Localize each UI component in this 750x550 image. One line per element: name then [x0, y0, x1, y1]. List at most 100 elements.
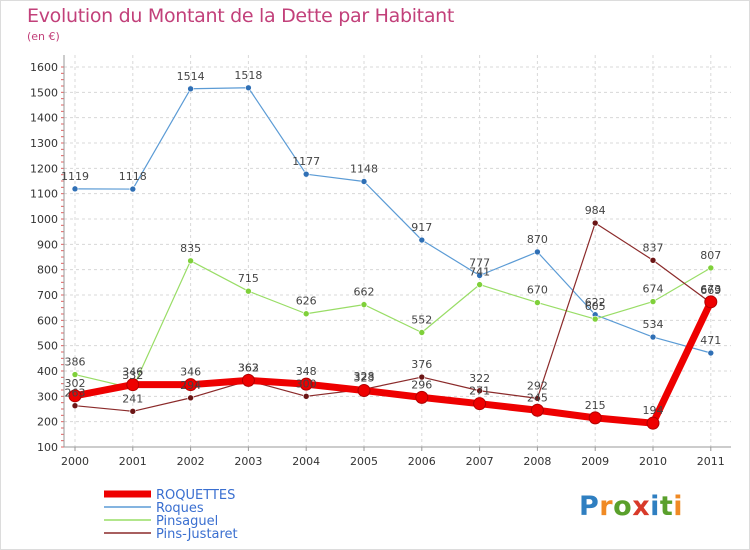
y-tick-label: 200 [37, 416, 58, 429]
data-point-pinsaguel [534, 299, 541, 306]
proxiti-logo: Proxiti [579, 491, 683, 522]
data-label-roques: 870 [527, 233, 548, 246]
data-point-roquettes [357, 384, 371, 398]
data-label-pins-justaret: 294 [180, 379, 201, 392]
x-tick-label: 2003 [234, 455, 262, 468]
logo-letter: i [650, 491, 660, 522]
data-point-pinsaguel [707, 264, 715, 272]
data-point-roques [707, 349, 715, 357]
data-label-pinsaguel: 741 [469, 266, 490, 279]
data-label-roquettes: 271 [469, 385, 490, 398]
x-tick-label: 2006 [408, 455, 436, 468]
data-label-roquettes: 194 [643, 404, 664, 417]
data-point-pins-justaret [187, 394, 194, 402]
data-point-roquettes [588, 411, 602, 425]
data-point-roques [245, 84, 252, 92]
data-label-pins-justaret: 241 [122, 392, 143, 405]
legend-label-pinsaguel: Pinsaguel [156, 514, 218, 529]
logo-letter: x [632, 491, 651, 522]
data-point-roquettes [126, 378, 140, 392]
data-point-pins-justaret [649, 256, 657, 264]
data-point-pins-justaret [71, 402, 79, 410]
y-tick-label: 1300 [30, 137, 58, 150]
data-point-pinsaguel [71, 371, 79, 378]
data-label-roquettes: 346 [122, 366, 143, 379]
series-line-pinsaguel [74, 260, 712, 389]
data-label-roques: 1148 [350, 163, 378, 176]
data-label-roques: 471 [700, 334, 721, 347]
data-label-roques: 622 [585, 296, 606, 309]
y-tick-label: 1100 [30, 188, 58, 201]
data-point-roquettes [415, 390, 429, 404]
data-point-roquettes [530, 403, 544, 417]
data-label-roquettes: 346 [180, 366, 201, 379]
data-point-pinsaguel [649, 298, 657, 305]
data-label-pinsaguel: 715 [238, 272, 259, 285]
y-tick-label: 400 [37, 365, 58, 378]
y-tick-label: 900 [37, 238, 58, 251]
data-label-pinsaguel: 626 [296, 295, 317, 308]
data-label-pins-justaret: 263 [65, 387, 86, 400]
data-label-pins-justaret: 376 [411, 358, 432, 371]
y-tick-label: 600 [37, 314, 58, 327]
y-tick-label: 1200 [30, 162, 58, 175]
data-point-roquettes [646, 416, 660, 430]
data-point-pins-justaret [129, 407, 137, 415]
data-label-pinsaguel: 674 [643, 283, 664, 296]
x-tick-label: 2007 [466, 455, 494, 468]
data-label-pins-justaret: 984 [585, 204, 606, 217]
y-tick-label: 1400 [30, 112, 58, 125]
data-point-pins-justaret [418, 373, 426, 381]
x-tick-label: 2008 [523, 455, 551, 468]
data-label-roquettes: 215 [585, 399, 606, 412]
data-label-roquettes: 245 [527, 391, 548, 404]
data-label-pinsaguel: 332 [122, 369, 143, 382]
data-label-roques: 534 [643, 318, 664, 331]
data-point-roques [129, 185, 137, 193]
data-point-roquettes [241, 373, 255, 387]
data-point-roques [534, 248, 541, 256]
data-label-pinsaguel: 807 [700, 249, 721, 262]
logo-letter: t [659, 491, 674, 522]
data-point-roquettes [184, 378, 198, 392]
data-point-pinsaguel [418, 329, 426, 336]
y-tick-label: 1600 [30, 61, 58, 74]
data-point-pins-justaret [534, 395, 541, 402]
chart-subtitle: (en €) [27, 30, 60, 43]
logo-letter: r [599, 491, 614, 522]
x-tick-label: 2000 [61, 455, 89, 468]
data-label-pins-justaret: 837 [643, 241, 664, 254]
x-tick-label: 2004 [292, 455, 320, 468]
data-label-pinsaguel: 386 [65, 356, 86, 369]
data-label-roquettes: 673 [700, 283, 721, 296]
data-point-roques [649, 333, 657, 341]
data-label-pinsaguel: 835 [180, 242, 201, 255]
data-label-pins-justaret: 362 [238, 362, 259, 375]
data-point-pins-justaret [476, 387, 483, 395]
data-label-roquettes: 323 [354, 372, 375, 385]
data-point-roques [302, 170, 310, 178]
y-tick-label: 800 [37, 264, 58, 277]
data-point-roquettes [704, 295, 718, 309]
data-label-roquettes: 348 [296, 365, 317, 378]
x-tick-label: 2005 [350, 455, 378, 468]
legend-label-roques: Roques [156, 501, 204, 516]
y-tick-label: 1000 [30, 213, 58, 226]
x-tick-label: 2009 [581, 455, 609, 468]
data-label-pins-justaret: 669 [700, 284, 721, 297]
y-tick-label: 300 [37, 390, 58, 403]
data-label-roques: 1518 [234, 69, 262, 82]
data-point-roquettes [473, 397, 487, 411]
data-label-pins-justaret: 292 [527, 379, 548, 392]
series-line-roquettes [71, 298, 715, 427]
data-label-pinsaguel: 605 [585, 300, 606, 313]
data-label-pinsaguel: 662 [354, 286, 375, 299]
chart-title: Evolution du Montant de la Dette par Hab… [27, 5, 455, 27]
data-label-roques: 1177 [292, 155, 320, 168]
legend-label-pins-justaret: Pins-Justaret [156, 527, 238, 542]
y-tick-label: 1500 [30, 86, 58, 99]
data-point-pinsaguel [245, 287, 252, 295]
data-point-roquettes [68, 389, 82, 403]
